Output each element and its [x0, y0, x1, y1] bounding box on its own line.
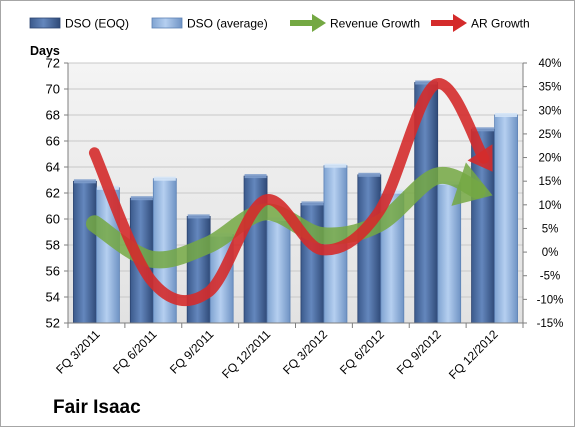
legend-arrowhead-ar-growth	[453, 14, 467, 32]
y-tick-label: 66	[46, 134, 60, 149]
y-tick-label: 72	[46, 56, 60, 71]
y-tick-label: 60	[46, 212, 60, 227]
x-tick-label: FQ 3/2011	[53, 327, 103, 377]
y2-tick-label: 30%	[538, 105, 561, 117]
x-tick-label: FQ 12/2012	[446, 327, 501, 382]
bar-cap	[358, 172, 381, 177]
y-tick-label: 56	[46, 264, 60, 279]
legend-label-ar-growth: AR Growth	[471, 17, 530, 31]
bar-cap	[153, 176, 176, 181]
y-tick-label: 70	[46, 82, 60, 97]
growth-lines	[85, 78, 493, 307]
legend-swatch-dso-eoq	[29, 17, 61, 29]
y2-tick-label: 40%	[538, 58, 561, 70]
legend-label-revenue-growth: Revenue Growth	[330, 17, 420, 31]
y2-tick-label: -5%	[540, 271, 560, 283]
bar-cap	[495, 113, 518, 117]
x-tick-label: FQ 6/2011	[110, 327, 160, 377]
bar-cap	[301, 201, 324, 206]
y2-tick-label: 20%	[538, 153, 561, 165]
legend: DSO (EOQ) DSO (average) Revenue Growth AR G…	[29, 14, 530, 32]
x-tick-label: FQ 3/2012	[280, 327, 330, 377]
legend-label-dso-eoq: DSO (EOQ)	[65, 17, 129, 31]
revenue-growth-arrowhead	[451, 162, 493, 206]
y2-tick-label: 10%	[538, 200, 561, 212]
bar-cap	[244, 174, 267, 179]
ar-growth-line	[88, 78, 490, 307]
y-axis-title: Days	[30, 44, 60, 58]
y-tick-label: 62	[46, 186, 60, 201]
y2-tick-label: -10%	[537, 294, 564, 306]
bar-cap	[324, 163, 347, 168]
legend-swatch-dso-average	[151, 17, 183, 29]
y2-tick-label: 25%	[538, 129, 561, 141]
y-tick-label: 58	[46, 238, 60, 253]
bar-cap	[472, 127, 495, 132]
bar-dso-eoq	[357, 174, 382, 324]
legend-arrowhead-revenue-growth	[312, 14, 326, 32]
bar-cap	[73, 179, 96, 184]
bar-dso-average	[266, 218, 291, 324]
x-tick-label: FQ 9/2012	[394, 327, 444, 377]
y2-tick-label: 35%	[538, 82, 561, 94]
ar-growth-arrowhead	[467, 144, 493, 172]
bar-cap	[415, 80, 438, 85]
y-tick-label: 54	[46, 290, 60, 305]
x-tick-label: FQ 12/2011	[219, 327, 273, 381]
bar-cap	[187, 214, 210, 219]
bar-cap	[130, 196, 153, 201]
y2-tick-label: 0%	[542, 247, 559, 259]
bar-dso-eoq	[73, 180, 97, 324]
bar-dso-eoq	[186, 215, 211, 324]
y-tick-label: 64	[46, 160, 60, 175]
y2-tick-label: -15%	[537, 318, 564, 330]
y2-tick-label: 15%	[538, 176, 561, 188]
y2-tick-label: 5%	[542, 223, 559, 235]
bar-dso-average	[494, 114, 518, 324]
company-name: Fair Isaac	[53, 397, 141, 418]
legend-label-dso-average: DSO (average)	[187, 17, 268, 31]
x-tick-label: FQ 6/2012	[337, 327, 387, 377]
y-tick-label: 52	[46, 316, 60, 331]
y-tick-label: 68	[46, 108, 60, 123]
x-tick-label: FQ 9/2011	[167, 327, 217, 377]
